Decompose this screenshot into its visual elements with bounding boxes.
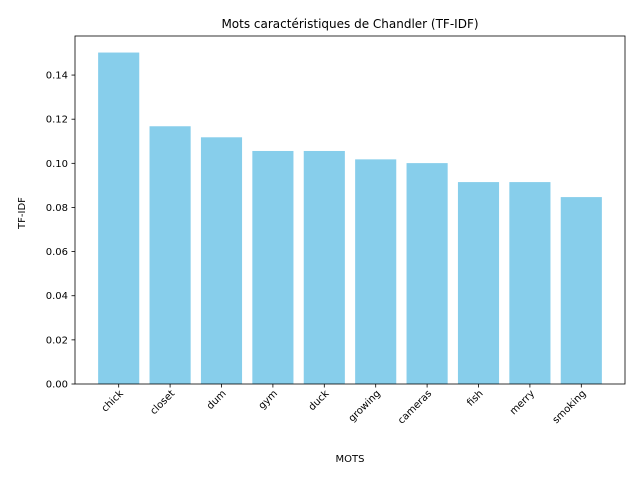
y-tick-label: 0.04 <box>46 291 68 302</box>
bar-fish <box>457 182 500 384</box>
y-tick-label: 0.08 <box>46 203 68 214</box>
x-axis-title: MOTS <box>336 454 365 465</box>
y-axis-title: TF-IDF <box>17 197 28 230</box>
y-tick-label: 0.14 <box>46 71 68 82</box>
y-axis: 0.00 0.02 0.04 0.06 0.08 0.10 0.12 0.14 <box>46 71 75 391</box>
bar-dum <box>200 137 243 384</box>
chart-title: Mots caractéristiques de Chandler (TF-ID… <box>221 17 478 31</box>
y-tick-label: 0.00 <box>46 380 68 391</box>
bar-merry <box>509 182 551 384</box>
bar-gym <box>252 150 294 384</box>
bar-duck <box>303 150 345 384</box>
y-tick-label: 0.06 <box>46 247 68 258</box>
bars-layer <box>98 52 602 384</box>
y-tick-label: 0.10 <box>46 159 68 170</box>
bar-smoking <box>560 197 602 384</box>
y-tick-label: 0.12 <box>46 115 68 126</box>
plot-frame <box>74 35 626 385</box>
bar-chick <box>98 52 140 384</box>
bar-cameras <box>406 163 448 384</box>
bar-growing <box>355 159 397 384</box>
bar-closet <box>149 126 191 384</box>
y-tick-label: 0.02 <box>46 335 68 346</box>
